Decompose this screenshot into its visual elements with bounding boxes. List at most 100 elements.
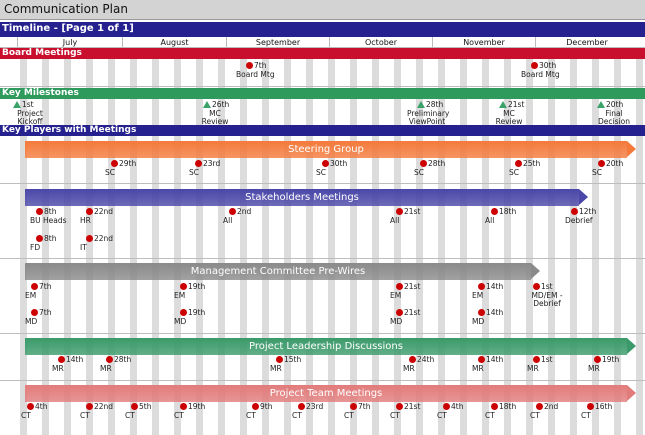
gantt-bar-label: Project Leadership Discussions	[25, 338, 627, 355]
timeline-label: Timeline - [Page 1 of 1]	[2, 23, 134, 34]
meeting-dot-icon	[531, 62, 538, 69]
event-label: EM	[472, 292, 483, 300]
milestone-label: MC Review	[489, 110, 529, 126]
gantt-arrow-icon	[627, 385, 636, 401]
section-board-meetings: Board Meetings	[0, 48, 645, 59]
row-divider	[0, 333, 645, 334]
milestone-label: Project Kickoff	[10, 110, 50, 126]
event-date: 7th	[254, 62, 266, 70]
event-date: 22nd	[94, 235, 113, 243]
event-date: 19th	[188, 403, 205, 411]
event-date: 19th	[188, 283, 205, 291]
event-date: 14th	[66, 356, 83, 364]
meeting-dot-icon	[180, 309, 187, 316]
event-label: CT	[246, 412, 256, 420]
gantt-bar-project-leadership-discussions[interactable]: Project Leadership Discussions	[25, 338, 636, 355]
gantt-arrow-icon	[627, 338, 636, 354]
milestone-date: 21st	[508, 101, 524, 109]
week-stripe	[240, 48, 247, 435]
gantt-bar-label: Management Committee Pre-Wires	[25, 263, 531, 280]
event-label: EM	[174, 292, 185, 300]
meeting-dot-icon	[409, 356, 416, 363]
month-label-october: October	[329, 37, 432, 48]
milestone-date: 26th	[212, 101, 229, 109]
event-label: MD	[472, 318, 484, 326]
meeting-dot-icon	[587, 403, 594, 410]
event-label: CT	[174, 412, 184, 420]
meeting-dot-icon	[420, 160, 427, 167]
meeting-dot-icon	[322, 160, 329, 167]
event-label: CT	[292, 412, 302, 420]
event-label: SC	[105, 169, 115, 177]
event-label: MD	[390, 318, 402, 326]
event-date: 23rd	[306, 403, 323, 411]
event-label: CT	[581, 412, 591, 420]
event-date: 23rd	[203, 160, 220, 168]
meeting-dot-icon	[478, 283, 485, 290]
meeting-dot-icon	[36, 208, 43, 215]
event-label: IT	[80, 244, 87, 252]
event-date: 8th	[44, 208, 56, 216]
meeting-dot-icon	[58, 356, 65, 363]
event-label: CT	[437, 412, 447, 420]
meeting-dot-icon	[31, 283, 38, 290]
week-stripe	[394, 48, 401, 435]
meeting-dot-icon	[180, 283, 187, 290]
gantt-bar-steering-group[interactable]: Steering Group	[25, 141, 636, 158]
row-divider	[0, 86, 645, 87]
event-label: MR	[270, 365, 282, 373]
gantt-bar-label: Project Team Meetings	[25, 385, 627, 402]
week-stripe	[196, 48, 203, 435]
milestone-triangle-icon	[417, 101, 425, 108]
week-stripe	[306, 48, 313, 435]
milestone-triangle-icon	[203, 101, 211, 108]
week-stripe	[526, 48, 533, 435]
meeting-dot-icon	[533, 356, 540, 363]
event-label: CT	[344, 412, 354, 420]
gantt-bar-management-committee-pre-wires[interactable]: Management Committee Pre-Wires	[25, 263, 540, 280]
meeting-dot-icon	[106, 356, 113, 363]
week-stripe	[350, 48, 357, 435]
week-stripe	[460, 48, 467, 435]
event-date: 7th	[358, 403, 370, 411]
week-stripe	[284, 48, 291, 435]
milestone-label: MC Review	[195, 110, 235, 126]
month-header-row: July August September October November Decemb…	[0, 37, 645, 48]
event-label: All	[223, 217, 232, 225]
meeting-dot-icon	[533, 283, 540, 290]
week-stripe	[152, 48, 159, 435]
meeting-dot-icon	[195, 160, 202, 167]
meeting-dot-icon	[180, 403, 187, 410]
event-date: 21st	[404, 309, 420, 317]
event-label: MR	[472, 365, 484, 373]
meeting-dot-icon	[86, 403, 93, 410]
meeting-dot-icon	[396, 208, 403, 215]
event-label: MR	[403, 365, 415, 373]
event-label: FD	[30, 244, 40, 252]
timeline-header: Timeline - [Page 1 of 1]	[0, 22, 645, 37]
event-date: 8th	[44, 235, 56, 243]
event-date: 18th	[499, 208, 516, 216]
event-date: 12th	[579, 208, 596, 216]
meeting-dot-icon	[396, 309, 403, 316]
event-date: 22nd	[94, 403, 113, 411]
week-stripe	[64, 48, 71, 435]
event-label: SC	[189, 169, 199, 177]
window-title: Communication Plan	[4, 2, 128, 16]
event-date: 30th	[539, 62, 556, 70]
event-date: 1st	[541, 283, 553, 291]
meeting-dot-icon	[276, 356, 283, 363]
gantt-bar-project-team-meetings[interactable]: Project Team Meetings	[25, 385, 636, 402]
week-stripe	[482, 48, 489, 435]
event-date: 22nd	[94, 208, 113, 216]
event-date: 16th	[595, 403, 612, 411]
event-label: MD	[25, 318, 37, 326]
event-date: 29th	[119, 160, 136, 168]
meeting-dot-icon	[111, 160, 118, 167]
milestone-date: 20th	[606, 101, 623, 109]
milestone-label: Final Decision	[594, 110, 634, 126]
event-date: 2nd	[237, 208, 251, 216]
gantt-bar-stakeholders-meetings[interactable]: Stakeholders Meetings	[25, 189, 588, 206]
month-label-august: August	[122, 37, 226, 48]
event-date: 25th	[523, 160, 540, 168]
